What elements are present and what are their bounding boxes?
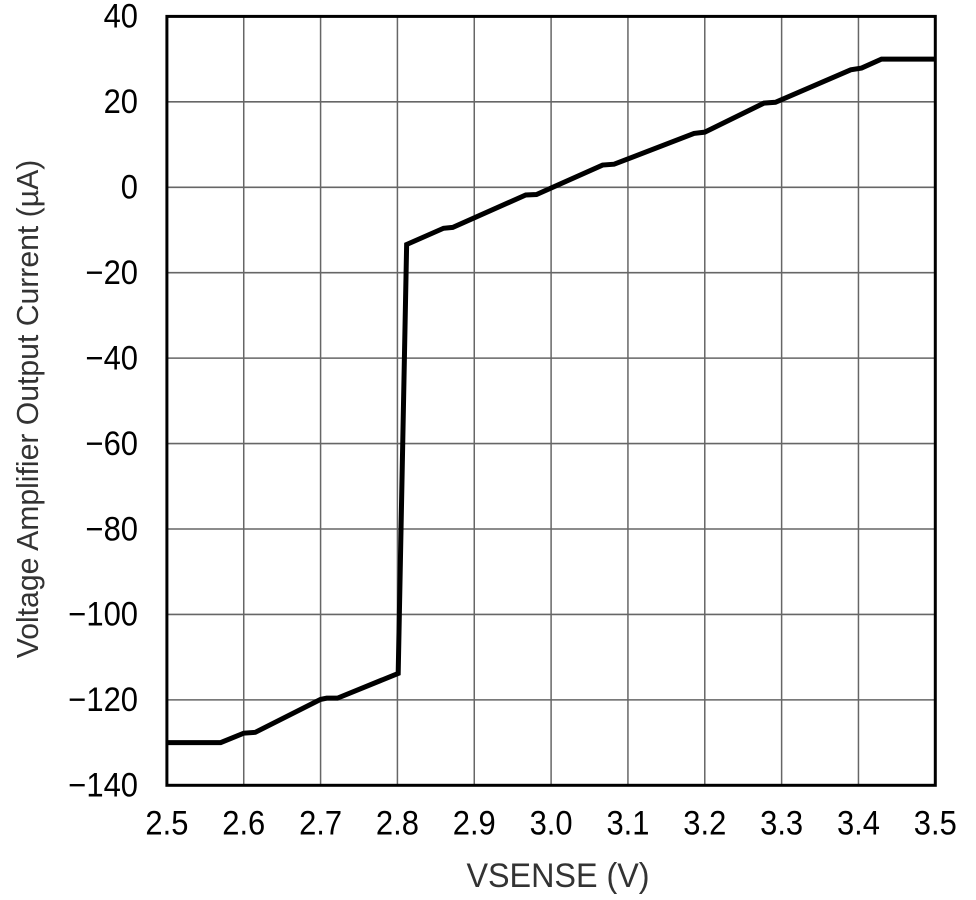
y-tick-label: −140 bbox=[68, 767, 138, 805]
y-axis-title: Voltage Amplifier Output Current (µA) bbox=[10, 160, 45, 659]
y-tick-label: 20 bbox=[104, 83, 138, 121]
x-tick-label: 3.3 bbox=[760, 805, 803, 843]
y-tick-label: 40 bbox=[104, 0, 138, 36]
y-tick-label: −80 bbox=[86, 510, 139, 548]
x-axis-tick-labels: 2.5 2.6 2.7 2.8 2.9 3.0 3.1 3.2 3.3 3.4 3.5 bbox=[145, 805, 956, 843]
x-axis-title: VSENSE (V) bbox=[466, 857, 649, 895]
data-series bbox=[166, 56, 936, 746]
plot-frame bbox=[165, 14, 937, 787]
x-tick-label: 2.8 bbox=[376, 805, 419, 843]
x-tick-label: 2.6 bbox=[222, 805, 265, 843]
x-tick-label: 2.9 bbox=[453, 805, 496, 843]
x-tick-label: 3.1 bbox=[606, 805, 649, 843]
y-axis-tick-labels: 40 20 0 −20 −40 −60 −80 −100 −120 −140 bbox=[68, 0, 138, 805]
x-tick-label: 3.2 bbox=[683, 805, 726, 843]
x-tick-label: 2.5 bbox=[145, 805, 188, 843]
y-tick-label: −60 bbox=[86, 425, 139, 463]
y-tick-label: −100 bbox=[68, 596, 138, 634]
series-voltage-amplifier-output-current bbox=[166, 56, 936, 746]
y-tick-label: −20 bbox=[86, 254, 139, 292]
x-tick-label: 3.0 bbox=[530, 805, 573, 843]
y-tick-label: 0 bbox=[121, 169, 138, 207]
y-tick-label: −40 bbox=[86, 339, 139, 377]
x-tick-label: 2.7 bbox=[299, 805, 342, 843]
x-tick-label: 3.4 bbox=[837, 805, 880, 843]
gridlines bbox=[166, 16, 936, 786]
x-tick-label: 3.5 bbox=[914, 805, 957, 843]
y-tick-label: −120 bbox=[68, 681, 138, 719]
